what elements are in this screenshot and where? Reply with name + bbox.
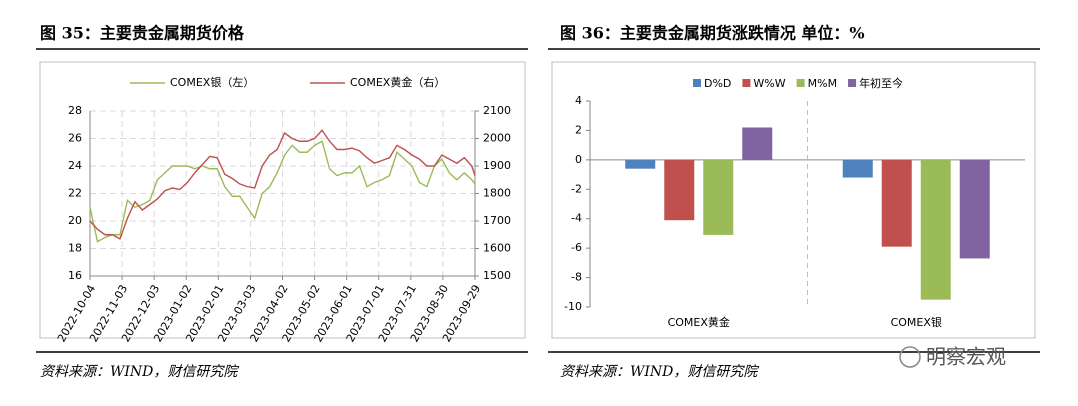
- y2-tick-label: 1800: [483, 187, 511, 200]
- y2-tick-label: 2000: [483, 132, 511, 145]
- bar: [920, 159, 951, 300]
- y-tick-label: 2: [575, 123, 582, 136]
- y-tick-label: -8: [571, 271, 582, 284]
- source: 资料来源：WIND，财信研究院: [560, 364, 759, 380]
- legend-label: 年初至今: [859, 76, 903, 90]
- y-tick-label: -10: [564, 300, 582, 313]
- y-tick-label: 16: [68, 269, 82, 282]
- y-tick-label: -6: [571, 241, 582, 254]
- y-tick-label: 26: [68, 132, 82, 145]
- y2-tick-label: 1500: [483, 269, 511, 282]
- y-tick-label: 20: [68, 214, 82, 227]
- line: [89, 140, 476, 243]
- bar: [703, 159, 734, 235]
- chart-title: 图 35：主要贵金属期货价格: [40, 24, 245, 43]
- legend-swatch: [796, 79, 805, 87]
- y-tick-label: 0: [575, 153, 582, 166]
- y-tick-label: -2: [571, 182, 582, 195]
- y-tick-label: 18: [68, 242, 82, 255]
- y-tick-label: 24: [68, 159, 82, 172]
- legend-label: W%W: [753, 77, 785, 90]
- legend-swatch: [693, 79, 701, 87]
- watermark-icon: [899, 346, 921, 368]
- legend-swatch: [848, 79, 857, 87]
- legend-swatch: [742, 79, 751, 87]
- chart-frame: [39, 61, 526, 339]
- legend-label: COMEX银（左）: [170, 75, 254, 89]
- legend-label: D%D: [704, 77, 731, 90]
- y2-tick-label: 2100: [483, 104, 511, 117]
- y-tick-label: 4: [575, 94, 582, 107]
- legend-label: COMEX黄金（右）: [350, 75, 445, 89]
- chart-title: 图 36：主要贵金属期货涨跌情况 单位：%: [560, 24, 865, 43]
- y2-tick-label: 1900: [483, 159, 511, 172]
- bar: [881, 159, 912, 247]
- bar: [959, 159, 990, 259]
- bar: [742, 127, 773, 160]
- y2-tick-label: 1600: [483, 242, 511, 255]
- bar: [842, 159, 873, 178]
- bar: [664, 159, 695, 221]
- legend-label: M%M: [808, 77, 837, 90]
- chart-frame: [551, 61, 1036, 339]
- line: [89, 129, 476, 240]
- y-tick-label: 22: [68, 187, 82, 200]
- source: 资料来源：WIND，财信研究院: [40, 364, 239, 380]
- y-tick-label: 28: [68, 104, 82, 117]
- watermark: 明察宏观: [926, 345, 1006, 369]
- y2-tick-label: 1700: [483, 214, 511, 227]
- x-tick-label: COMEX银: [891, 315, 942, 329]
- y-tick-label: -4: [571, 212, 582, 225]
- x-tick-label: COMEX黄金: [668, 315, 730, 329]
- bar: [625, 159, 656, 169]
